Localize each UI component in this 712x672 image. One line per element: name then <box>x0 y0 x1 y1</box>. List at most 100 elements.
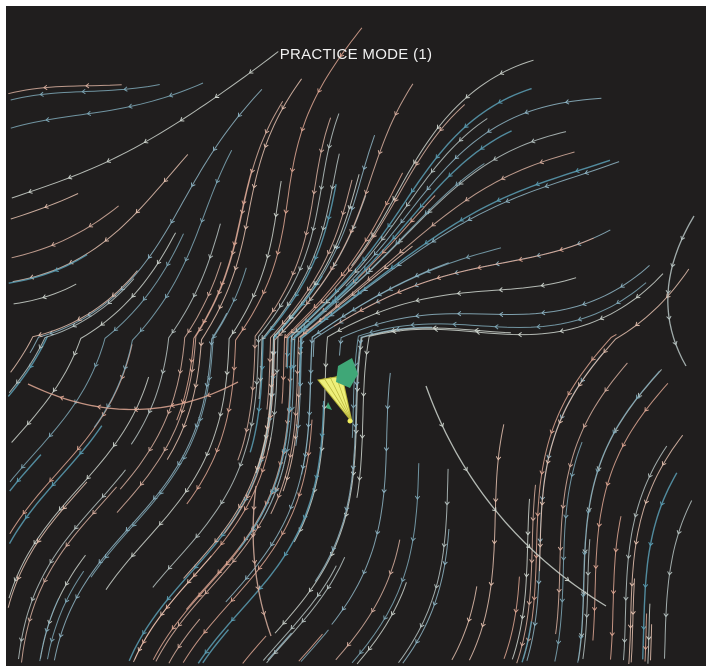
streamline-arrow <box>365 269 370 275</box>
streamline-arrow <box>333 244 339 250</box>
streamline-arrow <box>268 414 274 419</box>
streamline-arrow <box>578 635 584 640</box>
streamline-arrow <box>362 569 367 575</box>
player-cone-stripe <box>335 375 353 423</box>
streamline-arrow <box>323 315 329 321</box>
streamline-arrow <box>317 88 322 94</box>
streamline-arrow <box>64 598 70 603</box>
streamline-arrow <box>16 575 22 581</box>
streamline-arrow <box>633 540 639 545</box>
streamline-arrow <box>395 240 400 245</box>
streamline-arrow <box>419 623 425 628</box>
streamline <box>521 621 533 663</box>
streamline <box>9 233 184 483</box>
streamline-arrow <box>231 366 237 371</box>
streamline-arrow <box>585 571 591 576</box>
streamline-arrow <box>215 447 220 453</box>
streamline-arrow <box>536 580 542 585</box>
streamline-arrow <box>295 424 301 429</box>
streamline-arrow <box>520 614 526 620</box>
streamline-arrow <box>344 506 350 512</box>
streamline-arrow <box>369 329 374 335</box>
streamline-arrow <box>184 256 190 262</box>
game-canvas[interactable]: PRACTICE MODE (1) <box>6 6 706 666</box>
streamline-arrow <box>577 316 583 322</box>
streamline-arrow <box>569 472 575 478</box>
streamline-arrow <box>496 197 502 203</box>
streamline-arrow <box>359 307 364 313</box>
streamline-arrow <box>524 109 529 115</box>
streamline <box>176 169 253 421</box>
streamline <box>337 131 567 301</box>
streamline-arrow <box>220 540 225 546</box>
streamline-arrow <box>350 471 357 476</box>
streamline-arrow <box>131 293 136 298</box>
streamline <box>10 270 138 373</box>
streamline <box>301 247 502 475</box>
streamline-arrow <box>399 248 404 254</box>
streamline-arrow <box>465 254 471 260</box>
streamline-arrow <box>241 326 247 331</box>
streamline-arrow <box>667 571 673 576</box>
streamline-arrow <box>325 299 331 304</box>
streamline-arrow <box>596 522 602 528</box>
streamline <box>9 454 42 492</box>
streamline-arrow <box>37 538 42 543</box>
streamline-arrow <box>354 381 360 386</box>
streamline-arrow <box>244 427 250 433</box>
streamline <box>628 434 684 665</box>
streamline-arrow <box>107 299 113 305</box>
target-marker-icon <box>336 358 358 388</box>
streamline <box>93 149 233 428</box>
streamline-arrow <box>426 185 432 191</box>
streamline-arrow <box>346 642 352 647</box>
streamline-arrow <box>350 465 356 470</box>
streamline-arrow <box>207 376 213 381</box>
streamline <box>331 372 391 625</box>
streamline-arrow <box>274 369 280 374</box>
streamline-arrow <box>279 303 284 308</box>
streamline-arrow <box>374 321 379 327</box>
streamline-arrow <box>317 592 322 597</box>
streamline-arrow <box>351 224 357 230</box>
streamline-arrow <box>282 620 287 625</box>
streamline-arrow <box>198 342 204 347</box>
streamline-arrow <box>648 542 654 547</box>
streamline-arrow <box>287 453 294 459</box>
streamline-arrow <box>206 392 212 398</box>
streamline-arrow <box>314 474 320 480</box>
streamline-arrow <box>251 293 257 298</box>
streamline-arrow <box>383 264 389 270</box>
streamline-arrow <box>249 168 255 174</box>
streamline-arrow <box>582 423 588 429</box>
streamline-arrow <box>294 370 301 375</box>
streamline <box>39 597 60 662</box>
streamline-arrow <box>190 182 196 187</box>
streamline-arrow <box>232 297 238 303</box>
streamline-arrow <box>659 501 665 507</box>
streamline-arrow <box>245 575 250 580</box>
streamline-arrow <box>305 423 312 428</box>
streamline-arrow <box>381 236 386 241</box>
streamline-arrow <box>444 501 450 506</box>
streamline-arrow <box>285 475 291 481</box>
streamline-arrow <box>518 256 523 262</box>
streamline-arrow <box>319 148 325 154</box>
streamline-arrow <box>647 473 653 479</box>
streamline <box>356 273 664 498</box>
streamline-arrow <box>133 406 138 413</box>
streamline <box>119 262 222 490</box>
streamline-arrow <box>613 548 619 553</box>
streamline-arrow <box>288 314 294 320</box>
streamline-arrow <box>263 143 269 149</box>
streamline-arrow <box>439 126 444 132</box>
streamline <box>47 570 85 660</box>
streamline-arrow <box>25 514 30 520</box>
streamline-arrow <box>480 622 486 628</box>
streamline-arrow <box>559 246 564 252</box>
streamline <box>12 154 189 283</box>
streamline-arrow <box>113 326 119 332</box>
streamline-arrow <box>224 370 230 376</box>
streamline-arrow <box>217 569 222 574</box>
streamline-arrow <box>387 223 392 228</box>
